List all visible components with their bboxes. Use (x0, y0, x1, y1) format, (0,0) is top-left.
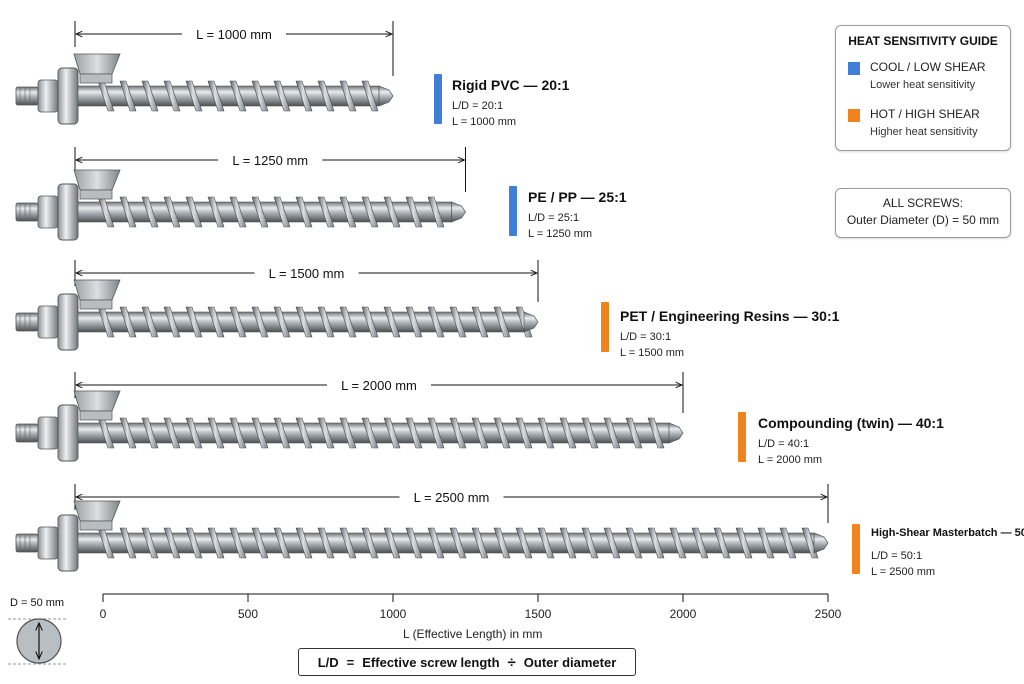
screw-title: High-Shear Masterbatch — 50:1 (871, 527, 1024, 539)
hot-swatch (848, 109, 860, 122)
ld-formula: L/D = Effective screw length ÷ Outer dia… (298, 648, 636, 676)
screw-tip (813, 532, 829, 554)
hot-indicator-bar (852, 524, 860, 574)
screw-title: Rigid PVC — 20:1 (452, 77, 570, 93)
screw-flights (97, 306, 533, 338)
screw-length: L = 2000 mm (758, 454, 823, 466)
screw-3: L = 1500 mm (15, 260, 539, 351)
dimension-label: L = 2000 mm (341, 378, 417, 393)
axis-title: L (Effective Length) in mm (403, 627, 543, 641)
flange (57, 404, 79, 462)
screw-ld-ratio: L/D = 40:1 (758, 438, 810, 450)
screw-5: L = 2500 mm (15, 484, 829, 572)
formula-ld: L/D (317, 654, 339, 670)
drive-stub (15, 423, 39, 443)
screw-1: L = 1000 mm (15, 21, 394, 125)
axis-tick-label: 1500 (525, 607, 552, 621)
screw-ld-ratio: L/D = 25:1 (528, 212, 580, 224)
hot-indicator-bar (601, 302, 609, 352)
legend-hot-sub: Higher heat sensitivity (870, 126, 978, 138)
hot-indicator-bar (738, 412, 746, 462)
screw-length: L = 2500 mm (871, 566, 936, 578)
screw-length: L = 1000 mm (452, 116, 517, 128)
all-screws-note: ALL SCREWS: Outer Diameter (D) = 50 mm (835, 188, 1011, 238)
shank-hub (37, 416, 59, 450)
screw-title: PET / Engineering Resins — 30:1 (620, 308, 840, 324)
formula-divide: ÷ (507, 653, 516, 671)
feed-hopper (73, 169, 121, 191)
screw-flights (97, 80, 379, 112)
dimension-label: L = 1250 mm (232, 153, 308, 168)
screw-tip (523, 311, 539, 333)
drive-stub (15, 86, 39, 106)
screw-ld-ratio: L/D = 50:1 (871, 550, 923, 562)
axis-tick-label: 500 (238, 607, 258, 621)
screw-length: L = 1250 mm (528, 228, 593, 240)
cool-swatch (848, 62, 860, 75)
hopper-throat (79, 410, 113, 421)
diameter-diagram (8, 618, 68, 665)
formula-equals: = (346, 654, 355, 670)
diameter-label: D = 50 mm (10, 597, 65, 609)
screw-2: L = 1250 mm (15, 147, 466, 241)
screw-flights (97, 196, 445, 228)
screw-title: PE / PP — 25:1 (528, 189, 627, 205)
flange (57, 514, 79, 572)
feed-hopper (73, 500, 121, 522)
hopper-throat (79, 73, 113, 84)
dimension-label: L = 1500 mm (269, 266, 345, 281)
hopper-throat (79, 520, 113, 531)
screw-ld-ratio: L/D = 20:1 (452, 100, 504, 112)
axis-tick-label: 0 (100, 607, 107, 621)
screw-tip (668, 422, 684, 444)
screw-flights (97, 527, 819, 559)
cool-indicator-bar (509, 186, 517, 236)
legend-hot-label: HOT / HIGH SHEAR (870, 107, 980, 121)
drive-stub (15, 312, 39, 332)
legend-cool-sub: Lower heat sensitivity (870, 79, 976, 91)
legend-cool-label: COOL / LOW SHEAR (870, 60, 986, 74)
screw-length: L = 1500 mm (620, 347, 685, 359)
dimension-label: L = 2500 mm (414, 490, 490, 505)
hopper-throat (79, 299, 113, 310)
drive-stub (15, 202, 39, 222)
axis-tick-label: 2500 (815, 607, 842, 621)
feed-hopper (73, 53, 121, 75)
flange (57, 183, 79, 241)
shank-hub (37, 305, 59, 339)
feed-hopper (73, 390, 121, 412)
cool-indicator-bar (434, 74, 442, 124)
legend-title: HEAT SENSITIVITY GUIDE (848, 34, 998, 48)
screw-title: Compounding (twin) — 40:1 (758, 415, 944, 431)
shank-hub (37, 79, 59, 113)
axis-tick-label: 2000 (670, 607, 697, 621)
hopper-throat (79, 189, 113, 200)
all-screws-text: Outer Diameter (D) = 50 mm (846, 213, 1000, 227)
drive-stub (15, 533, 39, 553)
screw-flights (97, 417, 665, 449)
shank-hub (37, 195, 59, 229)
axis-tick-label: 1000 (380, 607, 407, 621)
heat-sensitivity-legend: HEAT SENSITIVITY GUIDE COOL / LOW SHEAR … (835, 25, 1011, 151)
screw-ld-ratio: L/D = 30:1 (620, 331, 672, 343)
feed-hopper (73, 279, 121, 301)
flange (57, 67, 79, 125)
screw-tip (451, 201, 466, 223)
all-screws-title: ALL SCREWS: (882, 196, 964, 210)
formula-length: Effective screw length (362, 654, 500, 670)
screw-4: L = 2000 mm (15, 372, 684, 462)
shank-hub (37, 526, 59, 560)
length-axis: 0 500 1000 1500 2000 2500 (100, 593, 842, 621)
screw-tip (378, 85, 394, 107)
dimension-label: L = 1000 mm (196, 27, 272, 42)
formula-diameter: Outer diameter (523, 654, 617, 670)
flange (57, 293, 79, 351)
